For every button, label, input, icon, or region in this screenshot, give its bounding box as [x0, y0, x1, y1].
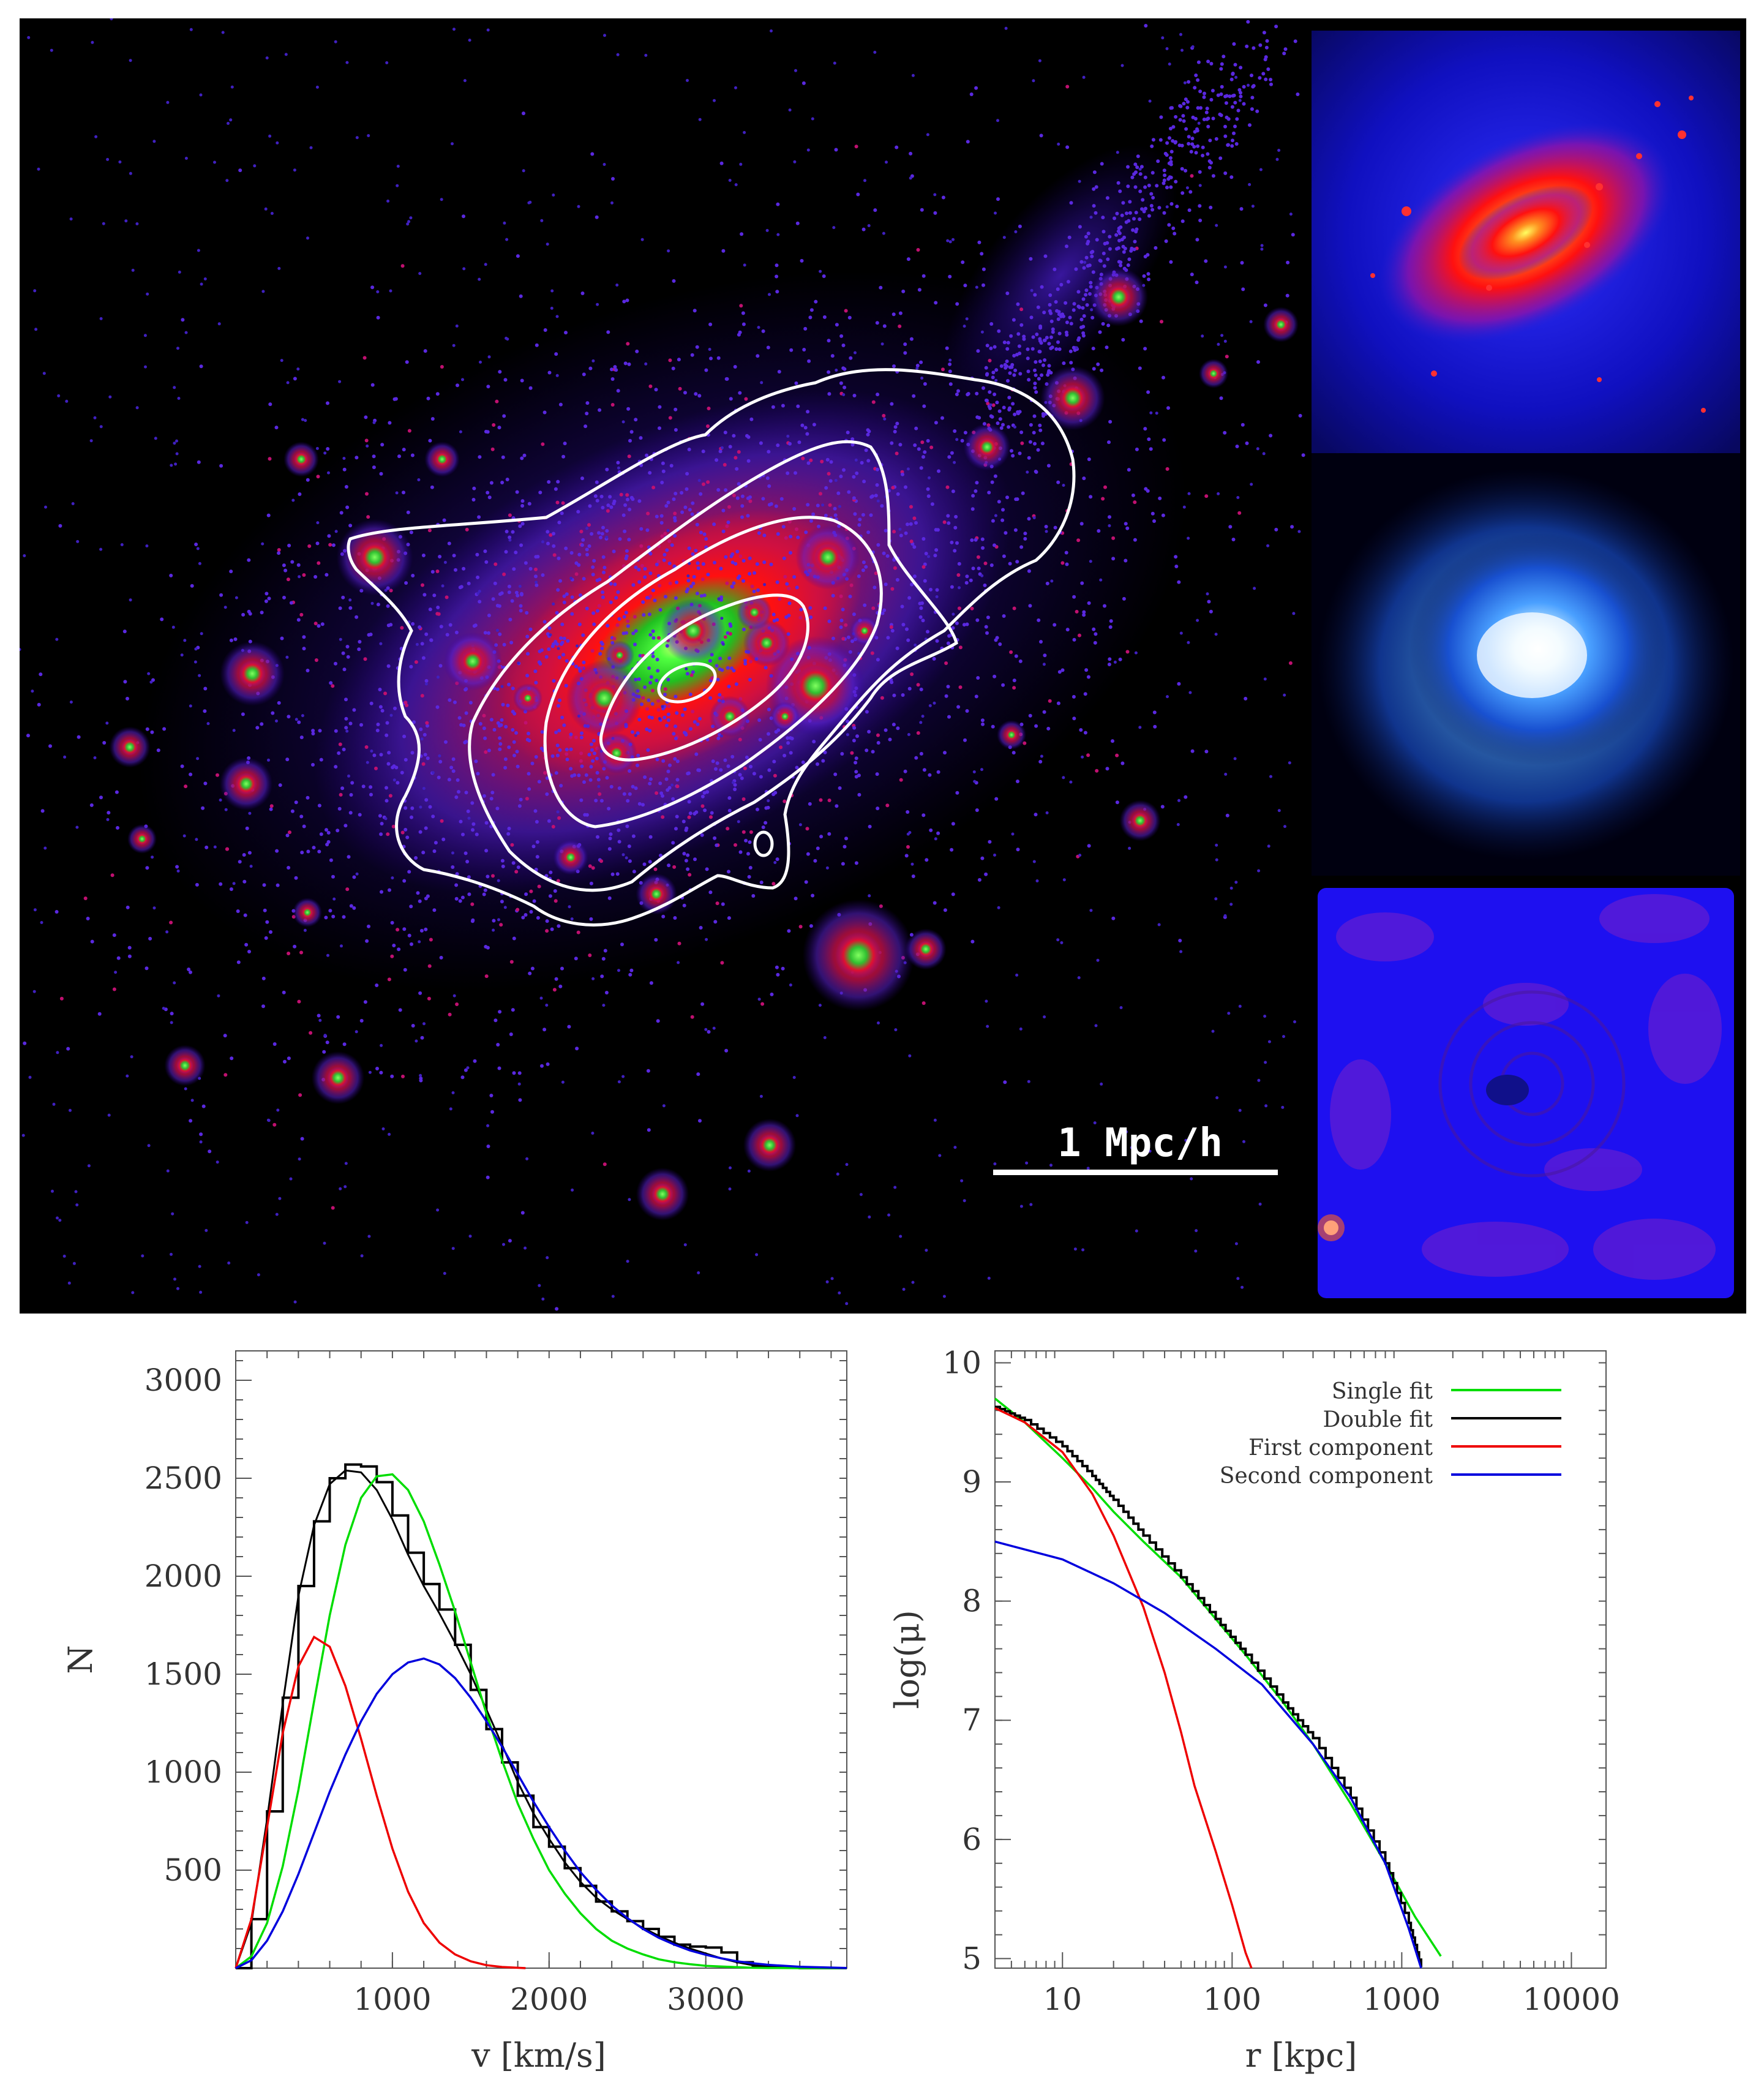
y-tick-label: 5: [962, 1941, 981, 1976]
x-tick-label: 1000: [1363, 1982, 1441, 2017]
legend-label: First component: [1248, 1435, 1433, 1460]
gas-density-panel: [1312, 453, 1740, 876]
y-tick-label: 3000: [144, 1363, 222, 1398]
subhalos: [109, 268, 1299, 1221]
scale-bar-label: 1 Mpc/h: [1057, 1121, 1223, 1166]
density-contours: [347, 368, 1076, 927]
series-first-component: [235, 1635, 526, 1969]
y-tick-label: 1000: [144, 1754, 222, 1790]
x-axis-label: v [km/s]: [471, 2036, 606, 2075]
series-first-component: [994, 1407, 1253, 1969]
x-tick-label: 3000: [667, 1982, 745, 2017]
temperature-map-panel: [1312, 882, 1740, 1304]
x-axis-label: r [kpc]: [1245, 2036, 1357, 2075]
stellar-density-panel: [1312, 31, 1740, 453]
minor-ticks: [995, 1351, 1606, 1968]
galaxy-cluster-map: [20, 18, 1318, 1314]
surface-brightness-chart: 10 100 1000 10000 5 6 7 8 9 10 Single fit Double f…: [888, 1345, 1620, 2075]
y-tick-label: 1500: [144, 1656, 222, 1692]
x-tick-label: 2000: [510, 1982, 588, 2017]
series-double-fit: [995, 1405, 1422, 1968]
legend-label: Double fit: [1323, 1407, 1433, 1432]
legend-label: Second component: [1220, 1464, 1433, 1489]
velocity-histogram-chart: 1000 2000 3000 500 1000 1500 2000 2500 3000 v [k…: [61, 1350, 847, 2075]
y-tick-label: 500: [164, 1852, 222, 1888]
y-tick-label: 10: [942, 1345, 981, 1380]
x-tick-label: 1000: [353, 1982, 431, 2017]
minor-ticks: [236, 1351, 847, 1968]
series-second-component: [235, 1657, 847, 1969]
series-double-fit: [235, 1469, 847, 1969]
simulation-figure: 1 Mpc/h: [20, 18, 1746, 1314]
y-tick-label: 6: [962, 1822, 981, 1857]
series-histogram: [236, 1463, 847, 1969]
legend-label: Single fit: [1332, 1379, 1433, 1404]
series-second-component: [994, 1540, 1422, 1969]
y-tick-label: 2000: [144, 1558, 222, 1594]
x-tick-label: 10: [1043, 1982, 1082, 2017]
y-axis-label: log(μ): [888, 1610, 926, 1709]
series-single-fit: [235, 1473, 847, 1969]
x-tick-label: 100: [1203, 1982, 1261, 2017]
y-axis-label: N: [61, 1645, 100, 1674]
plot-frame: [235, 1350, 847, 1969]
y-tick-label: 9: [962, 1464, 981, 1500]
y-tick-label: 2500: [144, 1460, 222, 1496]
y-tick-label: 8: [962, 1584, 981, 1619]
plot-frame: [994, 1350, 1607, 1969]
scale-bar: [993, 1170, 1278, 1175]
y-tick-label: 7: [962, 1702, 981, 1738]
legend: Single fit Double fit First component Secon…: [1220, 1379, 1561, 1489]
x-tick-label: 10000: [1523, 1982, 1620, 2017]
